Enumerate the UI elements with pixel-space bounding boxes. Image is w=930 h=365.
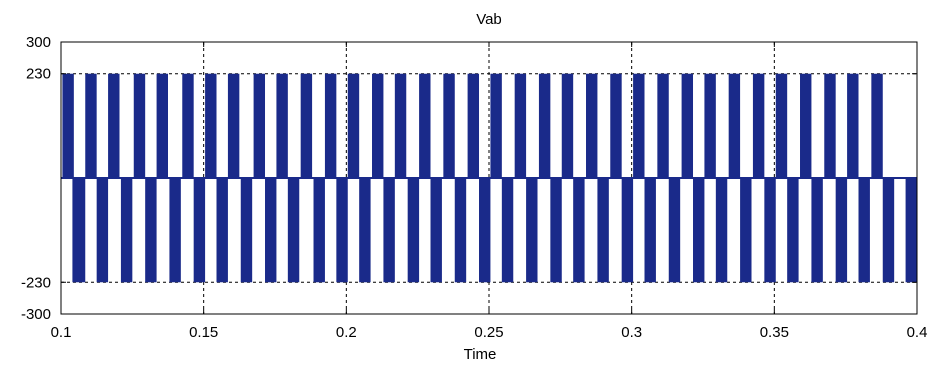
positive-pulse-block bbox=[205, 73, 217, 178]
tick-layer: 0.1 0.15 0.2 0.25 0.3 0.35 0.4 300 230 -230 -300 bbox=[21, 34, 927, 341]
positive-pulse-block bbox=[227, 73, 240, 178]
negative-pulse-block bbox=[550, 178, 562, 283]
negative-pulse-block bbox=[145, 178, 157, 283]
positive-pulse-block bbox=[633, 73, 645, 178]
negative-pulse-block bbox=[835, 178, 848, 283]
positive-pulse-block bbox=[276, 73, 288, 178]
positive-pulse-block bbox=[253, 73, 266, 178]
negative-pulse-block bbox=[479, 178, 491, 283]
positive-pulse-block bbox=[419, 73, 431, 178]
negative-pulse-block bbox=[693, 178, 705, 283]
x-tick-label: 0.4 bbox=[907, 324, 928, 341]
positive-pulse-block bbox=[538, 73, 551, 178]
x-tick-label: 0.2 bbox=[336, 324, 357, 341]
positive-pulse-block bbox=[704, 73, 716, 178]
positive-pulse-block bbox=[824, 73, 836, 178]
negative-pulse-block bbox=[621, 178, 634, 283]
negative-pulse-block bbox=[501, 178, 514, 283]
positive-pulse-block bbox=[561, 73, 574, 178]
positive-pulse-block bbox=[372, 73, 384, 178]
negative-pulse-block bbox=[96, 178, 109, 283]
negative-pulse-block bbox=[644, 178, 656, 283]
positive-pulse-block bbox=[443, 73, 455, 178]
positive-pulse-block bbox=[394, 73, 407, 178]
positive-pulse-block bbox=[300, 73, 313, 178]
x-axis-label: Time bbox=[464, 346, 497, 363]
negative-pulse-block bbox=[216, 178, 228, 283]
negative-pulse-block bbox=[573, 178, 585, 283]
y-tick-label: -300 bbox=[21, 306, 51, 323]
negative-pulse-block bbox=[336, 178, 348, 283]
negative-pulse-block bbox=[265, 178, 277, 283]
negative-pulse-block bbox=[882, 178, 895, 283]
positive-pulse-block bbox=[62, 73, 74, 178]
positive-pulse-block bbox=[728, 73, 741, 178]
y-tick-label: 300 bbox=[26, 34, 51, 51]
positive-pulse-block bbox=[610, 73, 622, 178]
x-tick-label: 0.1 bbox=[51, 324, 72, 341]
negative-pulse-block bbox=[359, 178, 371, 283]
positive-pulse-block bbox=[182, 73, 194, 178]
positive-pulse-block bbox=[775, 73, 788, 178]
positive-pulse-block bbox=[85, 73, 97, 178]
negative-pulse-block bbox=[764, 178, 776, 283]
negative-pulse-block bbox=[72, 178, 86, 283]
negative-pulse-block bbox=[811, 178, 823, 283]
positive-pulse-block bbox=[847, 73, 859, 178]
positive-pulse-block bbox=[871, 73, 883, 178]
positive-pulse-block bbox=[657, 73, 669, 178]
negative-pulse-block bbox=[740, 178, 752, 283]
negative-pulse-block bbox=[454, 178, 467, 283]
positive-pulse-block bbox=[800, 73, 812, 178]
y-tick-label: 230 bbox=[26, 66, 51, 83]
negative-pulse-block bbox=[715, 178, 728, 283]
positive-pulse-block bbox=[752, 73, 765, 178]
positive-pulse-block bbox=[108, 73, 120, 178]
negative-pulse-block bbox=[858, 178, 870, 283]
positive-pulse-block bbox=[490, 73, 502, 178]
negative-pulse-block bbox=[787, 178, 799, 283]
x-tick-label: 0.3 bbox=[621, 324, 642, 341]
negative-pulse-block bbox=[240, 178, 253, 283]
negative-pulse-block bbox=[407, 178, 420, 283]
x-tick-label: 0.25 bbox=[474, 324, 503, 341]
positive-pulse-block bbox=[514, 73, 527, 178]
negative-pulse-block bbox=[597, 178, 609, 283]
positive-pulse-block bbox=[681, 73, 694, 178]
x-tick-label: 0.35 bbox=[760, 324, 789, 341]
positive-pulse-block bbox=[324, 73, 337, 178]
negative-pulse-block bbox=[313, 178, 325, 283]
chart-title: Vab bbox=[476, 11, 502, 28]
positive-pulse-block bbox=[586, 73, 598, 178]
negative-pulse-block bbox=[193, 178, 206, 283]
negative-pulse-block bbox=[430, 178, 442, 283]
negative-pulse-block bbox=[383, 178, 395, 283]
positive-pulse-block bbox=[347, 73, 360, 178]
positive-pulse-block bbox=[133, 73, 146, 178]
y-tick-label: -230 bbox=[21, 274, 51, 291]
negative-pulse-block bbox=[287, 178, 300, 283]
negative-pulse-block bbox=[169, 178, 181, 283]
negative-pulse-block bbox=[120, 178, 133, 283]
negative-pulse-block bbox=[526, 178, 538, 283]
waveform-layer bbox=[61, 73, 917, 283]
positive-pulse-block bbox=[156, 73, 168, 178]
x-tick-label: 0.15 bbox=[189, 324, 218, 341]
negative-pulse-block bbox=[905, 178, 917, 283]
negative-pulse-block bbox=[668, 178, 681, 283]
positive-pulse-block bbox=[467, 73, 480, 178]
